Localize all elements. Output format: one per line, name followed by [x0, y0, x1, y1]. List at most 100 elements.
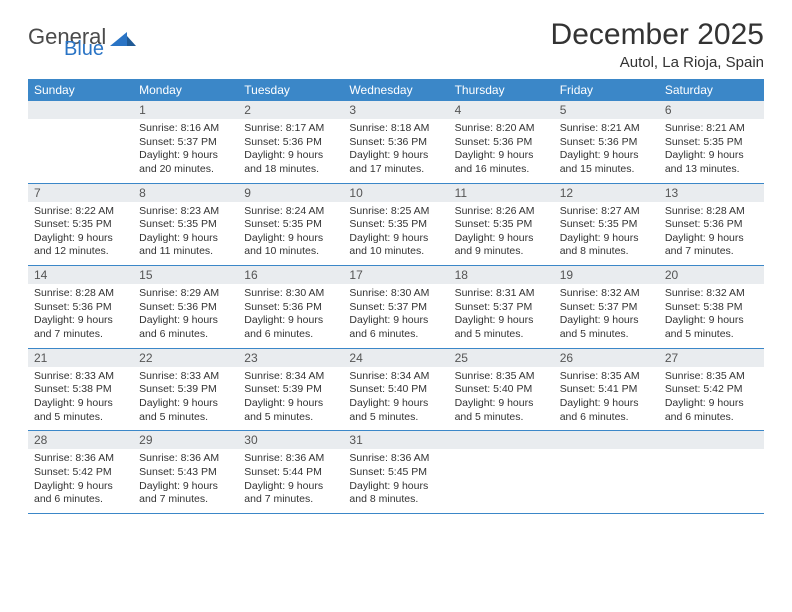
- day-content: Sunrise: 8:35 AMSunset: 5:40 PMDaylight:…: [449, 367, 554, 431]
- day-line: Sunrise: 8:35 AM: [560, 370, 653, 384]
- day-number: 8: [133, 184, 238, 202]
- day-content: Sunrise: 8:21 AMSunset: 5:35 PMDaylight:…: [659, 119, 764, 183]
- day-line: Sunrise: 8:21 AM: [665, 122, 758, 136]
- day-line: and 8 minutes.: [560, 245, 653, 259]
- day-number: 17: [343, 266, 448, 284]
- day-content: [659, 449, 764, 495]
- day-line: and 6 minutes.: [139, 328, 232, 342]
- day-line: Sunrise: 8:18 AM: [349, 122, 442, 136]
- day-line: and 12 minutes.: [34, 245, 127, 259]
- day-line: Daylight: 9 hours: [455, 314, 548, 328]
- day-line: Daylight: 9 hours: [665, 232, 758, 246]
- day-line: Sunrise: 8:34 AM: [349, 370, 442, 384]
- day-line: Sunrise: 8:28 AM: [34, 287, 127, 301]
- day-line: and 15 minutes.: [560, 163, 653, 177]
- day-number: 30: [238, 431, 343, 449]
- day-line: Daylight: 9 hours: [665, 149, 758, 163]
- day-content: Sunrise: 8:36 AMSunset: 5:44 PMDaylight:…: [238, 449, 343, 513]
- day-content: Sunrise: 8:23 AMSunset: 5:35 PMDaylight:…: [133, 202, 238, 266]
- day-line: Sunrise: 8:36 AM: [34, 452, 127, 466]
- day-number: 27: [659, 349, 764, 367]
- calendar-cell: 29Sunrise: 8:36 AMSunset: 5:43 PMDayligh…: [133, 431, 238, 513]
- day-header-mon: Monday: [133, 79, 238, 101]
- day-line: Sunset: 5:37 PM: [349, 301, 442, 315]
- day-line: Daylight: 9 hours: [455, 397, 548, 411]
- calendar-cell: 16Sunrise: 8:30 AMSunset: 5:36 PMDayligh…: [238, 266, 343, 348]
- calendar-cell: [554, 431, 659, 513]
- calendar-cell: 7Sunrise: 8:22 AMSunset: 5:35 PMDaylight…: [28, 184, 133, 266]
- day-number: 21: [28, 349, 133, 367]
- day-content: Sunrise: 8:16 AMSunset: 5:37 PMDaylight:…: [133, 119, 238, 183]
- day-number: 14: [28, 266, 133, 284]
- day-content: Sunrise: 8:26 AMSunset: 5:35 PMDaylight:…: [449, 202, 554, 266]
- day-content: Sunrise: 8:28 AMSunset: 5:36 PMDaylight:…: [659, 202, 764, 266]
- day-line: Daylight: 9 hours: [665, 397, 758, 411]
- day-line: Daylight: 9 hours: [244, 232, 337, 246]
- day-line: Sunset: 5:37 PM: [455, 301, 548, 315]
- day-content: Sunrise: 8:32 AMSunset: 5:37 PMDaylight:…: [554, 284, 659, 348]
- day-content: Sunrise: 8:27 AMSunset: 5:35 PMDaylight:…: [554, 202, 659, 266]
- day-line: Sunset: 5:36 PM: [244, 301, 337, 315]
- week-row: 1Sunrise: 8:16 AMSunset: 5:37 PMDaylight…: [28, 101, 764, 184]
- day-line: Daylight: 9 hours: [244, 149, 337, 163]
- day-line: Sunset: 5:42 PM: [665, 383, 758, 397]
- day-line: Sunset: 5:37 PM: [139, 136, 232, 150]
- calendar-cell: 15Sunrise: 8:29 AMSunset: 5:36 PMDayligh…: [133, 266, 238, 348]
- day-line: Sunset: 5:40 PM: [455, 383, 548, 397]
- day-line: Daylight: 9 hours: [139, 232, 232, 246]
- day-line: Sunrise: 8:27 AM: [560, 205, 653, 219]
- day-number: [659, 431, 764, 449]
- calendar-cell: 30Sunrise: 8:36 AMSunset: 5:44 PMDayligh…: [238, 431, 343, 513]
- day-line: Sunset: 5:37 PM: [560, 301, 653, 315]
- day-line: and 7 minutes.: [665, 245, 758, 259]
- day-content: Sunrise: 8:33 AMSunset: 5:38 PMDaylight:…: [28, 367, 133, 431]
- day-line: and 6 minutes.: [244, 328, 337, 342]
- day-content: Sunrise: 8:32 AMSunset: 5:38 PMDaylight:…: [659, 284, 764, 348]
- day-line: Daylight: 9 hours: [560, 314, 653, 328]
- calendar-cell: 26Sunrise: 8:35 AMSunset: 5:41 PMDayligh…: [554, 349, 659, 431]
- day-content: Sunrise: 8:35 AMSunset: 5:42 PMDaylight:…: [659, 367, 764, 431]
- calendar-cell: 25Sunrise: 8:35 AMSunset: 5:40 PMDayligh…: [449, 349, 554, 431]
- day-content: [449, 449, 554, 495]
- day-line: Sunset: 5:38 PM: [34, 383, 127, 397]
- day-content: [28, 119, 133, 165]
- day-line: Sunset: 5:45 PM: [349, 466, 442, 480]
- day-header-row: Sunday Monday Tuesday Wednesday Thursday…: [28, 79, 764, 101]
- day-line: and 17 minutes.: [349, 163, 442, 177]
- calendar-cell: 28Sunrise: 8:36 AMSunset: 5:42 PMDayligh…: [28, 431, 133, 513]
- day-line: Daylight: 9 hours: [244, 314, 337, 328]
- day-line: Sunset: 5:35 PM: [34, 218, 127, 232]
- day-content: Sunrise: 8:34 AMSunset: 5:40 PMDaylight:…: [343, 367, 448, 431]
- day-number: [554, 431, 659, 449]
- calendar: Sunday Monday Tuesday Wednesday Thursday…: [28, 79, 764, 514]
- calendar-cell: 1Sunrise: 8:16 AMSunset: 5:37 PMDaylight…: [133, 101, 238, 183]
- calendar-cell: 19Sunrise: 8:32 AMSunset: 5:37 PMDayligh…: [554, 266, 659, 348]
- day-line: and 7 minutes.: [139, 493, 232, 507]
- day-line: Sunset: 5:35 PM: [244, 218, 337, 232]
- day-line: and 10 minutes.: [244, 245, 337, 259]
- calendar-cell: 11Sunrise: 8:26 AMSunset: 5:35 PMDayligh…: [449, 184, 554, 266]
- day-content: Sunrise: 8:22 AMSunset: 5:35 PMDaylight:…: [28, 202, 133, 266]
- day-line: Daylight: 9 hours: [244, 480, 337, 494]
- day-content: Sunrise: 8:17 AMSunset: 5:36 PMDaylight:…: [238, 119, 343, 183]
- day-line: Sunset: 5:35 PM: [349, 218, 442, 232]
- day-content: Sunrise: 8:29 AMSunset: 5:36 PMDaylight:…: [133, 284, 238, 348]
- day-line: Daylight: 9 hours: [349, 480, 442, 494]
- day-line: Sunset: 5:40 PM: [349, 383, 442, 397]
- day-number: [449, 431, 554, 449]
- day-number: 23: [238, 349, 343, 367]
- week-row: 28Sunrise: 8:36 AMSunset: 5:42 PMDayligh…: [28, 431, 764, 514]
- day-content: Sunrise: 8:33 AMSunset: 5:39 PMDaylight:…: [133, 367, 238, 431]
- day-number: 2: [238, 101, 343, 119]
- day-number: 16: [238, 266, 343, 284]
- day-number: 24: [343, 349, 448, 367]
- brand-logo: General Blue: [28, 24, 136, 50]
- calendar-cell: 23Sunrise: 8:34 AMSunset: 5:39 PMDayligh…: [238, 349, 343, 431]
- calendar-cell: 4Sunrise: 8:20 AMSunset: 5:36 PMDaylight…: [449, 101, 554, 183]
- day-content: [554, 449, 659, 495]
- day-number: 6: [659, 101, 764, 119]
- day-line: Sunrise: 8:36 AM: [139, 452, 232, 466]
- day-line: Daylight: 9 hours: [34, 232, 127, 246]
- day-line: Sunrise: 8:26 AM: [455, 205, 548, 219]
- day-line: and 6 minutes.: [665, 411, 758, 425]
